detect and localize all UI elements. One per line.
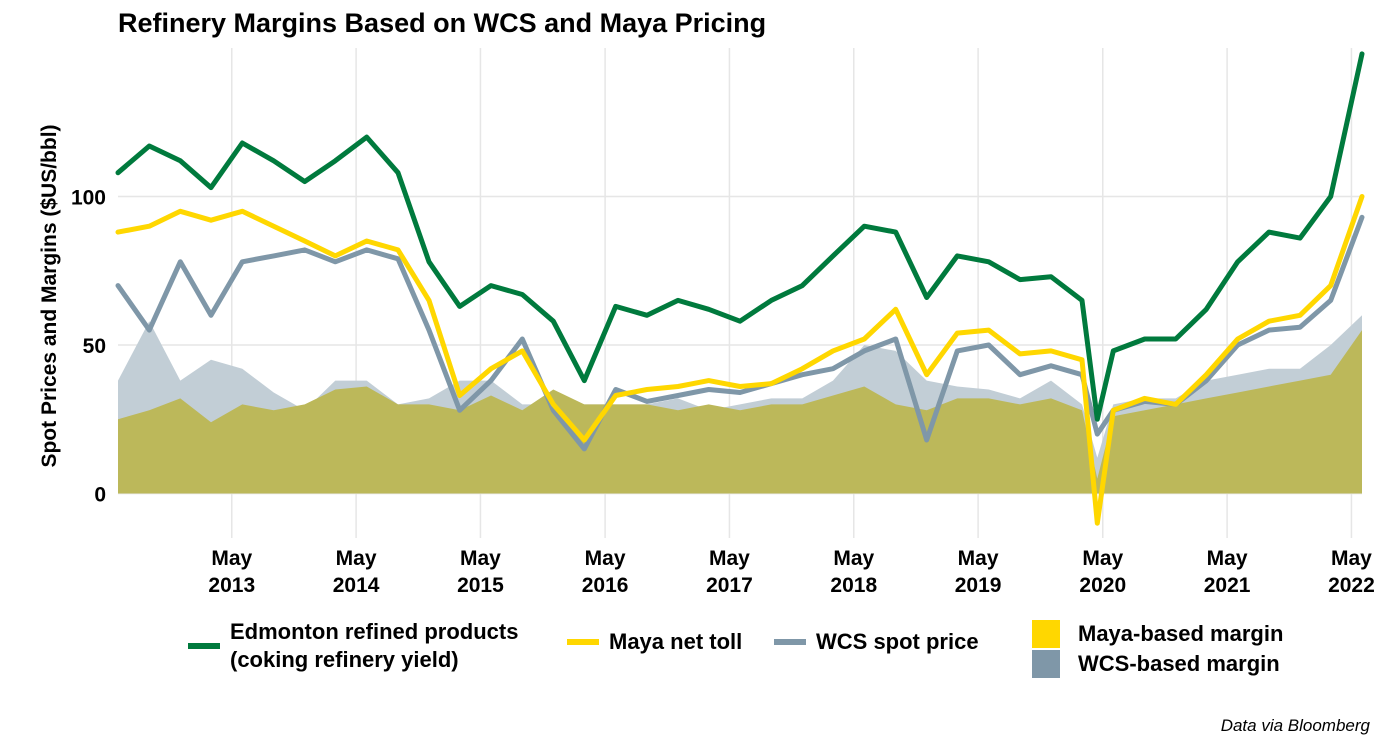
maya-margin-area xyxy=(118,330,1362,494)
x-tick-label-month: May xyxy=(585,547,626,570)
x-tick-label-year: 2013 xyxy=(208,574,255,597)
x-tick-label-year: 2016 xyxy=(582,574,629,597)
x-tick-label-month: May xyxy=(958,547,999,570)
x-tick-label-year: 2019 xyxy=(955,574,1002,597)
x-tick-label-month: May xyxy=(1331,547,1372,570)
data-source-caption: Data via Bloomberg xyxy=(1220,716,1370,735)
x-tick-label-month: May xyxy=(336,547,377,570)
price-line-layer xyxy=(115,51,1365,526)
x-tick-label-year: 2020 xyxy=(1079,574,1126,597)
x-tick-label-year: 2022 xyxy=(1328,574,1375,597)
x-tick-label-month: May xyxy=(833,547,874,570)
x-tick-label-month: May xyxy=(211,547,252,570)
x-tick-label-month: May xyxy=(1207,547,1248,570)
margin-area-layer xyxy=(118,315,1362,494)
y-tick-label: 50 xyxy=(83,335,106,358)
maya-net-toll-line xyxy=(115,194,1365,526)
chart-title: Refinery Margins Based on WCS and Maya P… xyxy=(118,8,767,38)
x-tick-label-year: 2021 xyxy=(1204,574,1251,597)
tick-label-layer: 0 50 100 May 2013 May 2014 May 2015 May 2016 May 201… xyxy=(71,186,1375,597)
y-axis-title: Spot Prices and Margins ($US/bbl) xyxy=(38,124,61,467)
x-tick-label-year: 2017 xyxy=(706,574,753,597)
x-tick-label-month: May xyxy=(460,547,501,570)
x-tick-label-year: 2018 xyxy=(830,574,877,597)
x-tick-label-month: May xyxy=(1082,547,1123,570)
y-tick-label: 100 xyxy=(71,186,106,209)
edmonton-refined-products-line xyxy=(115,51,1365,422)
x-tick-label-month: May xyxy=(709,547,750,570)
x-tick-label-year: 2014 xyxy=(333,574,380,597)
y-tick-label: 0 xyxy=(94,483,106,506)
x-tick-label-year: 2015 xyxy=(457,574,504,597)
